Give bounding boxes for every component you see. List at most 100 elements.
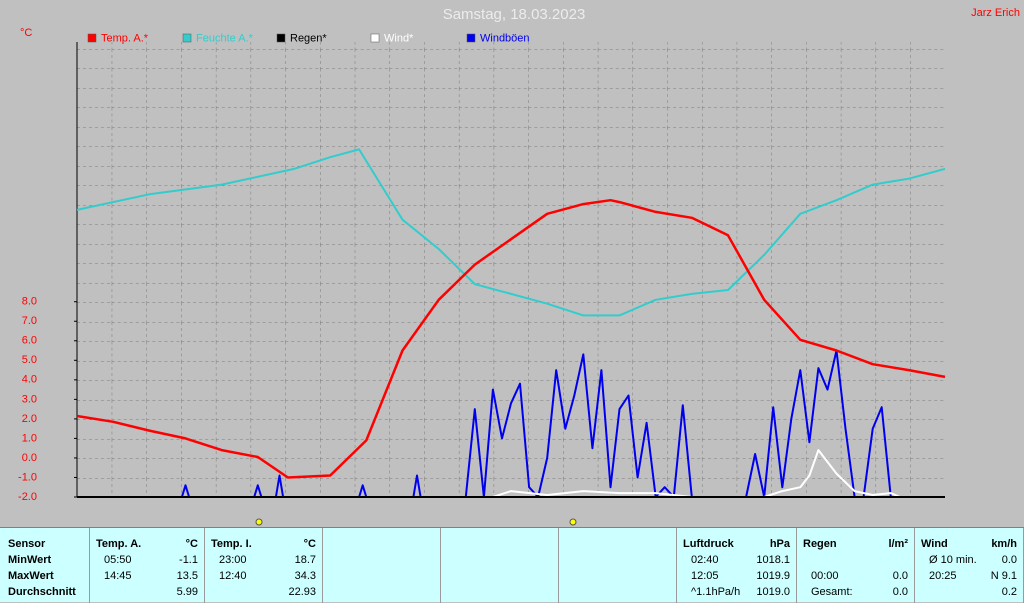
- row-label: MinWert: [8, 554, 52, 566]
- table-row: 12:40 34.3: [205, 570, 322, 586]
- sensor-group: Temp. I. °C 23:00 18.7 12:40 34.3 22.93: [205, 528, 323, 603]
- cell-time: 02:40: [691, 554, 719, 566]
- stats-table: Sensor MinWert MaxWert Durchschnitt Temp. A.…: [0, 527, 1024, 603]
- table-row: 5.99: [90, 586, 204, 602]
- header-unit: l/m²: [888, 538, 908, 550]
- day-icons: [255, 518, 577, 526]
- y-tick-label: 2.0: [22, 413, 37, 425]
- sensor-group: Luftdruck hPa 02:40 1018.1 12:05 1019.9 ^1.1hP…: [677, 528, 797, 603]
- table-row: Ø 10 min. 0.0: [915, 554, 1023, 570]
- cell-value: 22.93: [288, 586, 316, 598]
- table-header: Temp. A. °C: [90, 538, 204, 554]
- chart: Samstag, 18.03.2023 Jarz Erich °C -2.0 -1…: [18, 6, 1020, 526]
- cell-time: ^1.1hPa/h: [691, 586, 741, 598]
- table-header: Regen l/m²: [797, 538, 914, 554]
- table-row: 20:25 N 9.1: [915, 570, 1023, 586]
- series-line: [76, 148, 946, 317]
- empty-column: [323, 528, 441, 603]
- sensor-column: Sensor MinWert MaxWert Durchschnitt: [0, 528, 90, 603]
- header-unit: hPa: [769, 538, 790, 550]
- y-tick-label: 3.0: [22, 393, 37, 405]
- table-row: Sensor: [0, 538, 89, 554]
- legend-label: Temp. A.*: [101, 32, 149, 44]
- legend-swatch: [87, 33, 97, 43]
- cell-value: 0.0: [892, 570, 908, 582]
- cell-value: 18.7: [294, 554, 316, 566]
- cell-time: Ø 10 min.: [929, 554, 977, 566]
- empty-column: [559, 528, 677, 603]
- y-tick-label: 8.0: [22, 296, 37, 308]
- series-line: [76, 198, 946, 479]
- legend-label: Windböen: [480, 32, 530, 44]
- table-row: MinWert: [0, 554, 89, 570]
- table-row: 0.2: [915, 586, 1023, 602]
- table-row: ^1.1hPa/h 1019.0: [677, 586, 796, 602]
- table-row: MaxWert: [0, 570, 89, 586]
- row-label: Durchschnitt: [8, 586, 76, 598]
- cell-time: 20:25: [929, 570, 957, 582]
- header-label: Temp. I.: [211, 538, 252, 550]
- header-label: Luftdruck: [683, 538, 734, 550]
- cell-value: 1019.0: [756, 586, 790, 598]
- table-row: 22.93: [205, 586, 322, 602]
- cell-time: 23:00: [219, 554, 247, 566]
- table-row: Durchschnitt: [0, 586, 89, 602]
- author: Jarz Erich: [971, 7, 1020, 19]
- legend-swatch: [182, 33, 192, 43]
- cell-value: 1019.9: [756, 570, 790, 582]
- grid: [77, 42, 945, 497]
- cell-time: 12:05: [691, 570, 719, 582]
- y-tick-label: -2.0: [18, 491, 37, 503]
- table-row: 02:40 1018.1: [677, 554, 796, 570]
- cell-value: 34.3: [294, 570, 316, 582]
- legend-label: Feuchte A.*: [196, 32, 254, 44]
- header-label: Regen: [803, 538, 837, 550]
- header-label: Wind: [921, 538, 948, 550]
- table-header: Temp. I. °C: [205, 538, 322, 554]
- cell-value: N 9.1: [990, 570, 1017, 582]
- table-row: 23:00 18.7: [205, 554, 322, 570]
- noon-icon: [569, 518, 577, 526]
- header-unit: km/h: [991, 538, 1017, 550]
- chart-title: Samstag, 18.03.2023: [443, 6, 586, 23]
- y-tick-label: 6.0: [22, 335, 37, 347]
- table-row: 00:00 0.0: [797, 570, 914, 586]
- cell-value: 5.99: [176, 586, 198, 598]
- sensor-group: Regen l/m² 00:00 0.0 Gesamt: 0.0: [797, 528, 915, 603]
- y-tick-label: 0.0: [22, 452, 37, 464]
- cell-value: 0.0: [1001, 554, 1017, 566]
- series-line: [492, 449, 901, 498]
- legend-swatch: [370, 33, 380, 43]
- row-label: Sensor: [8, 538, 46, 550]
- y-tick-label: 4.0: [22, 374, 37, 386]
- cell-time: 12:40: [219, 570, 247, 582]
- y-tick-label: 1.0: [22, 432, 37, 444]
- table-row: 12:05 1019.9: [677, 570, 796, 586]
- sensor-group: Temp. A. °C 05:50 -1.1 14:45 13.5 5.99: [90, 528, 205, 603]
- legend-label: Wind*: [384, 32, 414, 44]
- header-unit: °C: [303, 538, 316, 550]
- header-unit: °C: [185, 538, 198, 550]
- cell-time: 00:00: [811, 570, 839, 582]
- empty-column: [441, 528, 559, 603]
- table-row: 14:45 13.5: [90, 570, 204, 586]
- cell-time: 05:50: [104, 554, 132, 566]
- table-row: 05:50 -1.1: [90, 554, 204, 570]
- table-header: Wind km/h: [915, 538, 1023, 554]
- y-tick-label: 7.0: [22, 315, 37, 327]
- sensor-group: Wind km/h Ø 10 min. 0.0 20:25 N 9.1 0.2: [915, 528, 1024, 603]
- legend-swatch: [466, 33, 476, 43]
- y-tick-label: -1.0: [18, 471, 37, 483]
- cell-time: 14:45: [104, 570, 132, 582]
- sunrise-icon: [255, 518, 263, 526]
- table-row: [797, 554, 914, 570]
- cell-value: 0.2: [1001, 586, 1017, 598]
- cell-value: 13.5: [176, 570, 198, 582]
- table-header: Luftdruck hPa: [677, 538, 796, 554]
- cell-time: Gesamt:: [811, 586, 853, 598]
- y-axis-label: °C: [20, 27, 32, 39]
- cell-value: 1018.1: [756, 554, 790, 566]
- table-row: Gesamt: 0.0: [797, 586, 914, 602]
- cell-value: 0.0: [892, 586, 908, 598]
